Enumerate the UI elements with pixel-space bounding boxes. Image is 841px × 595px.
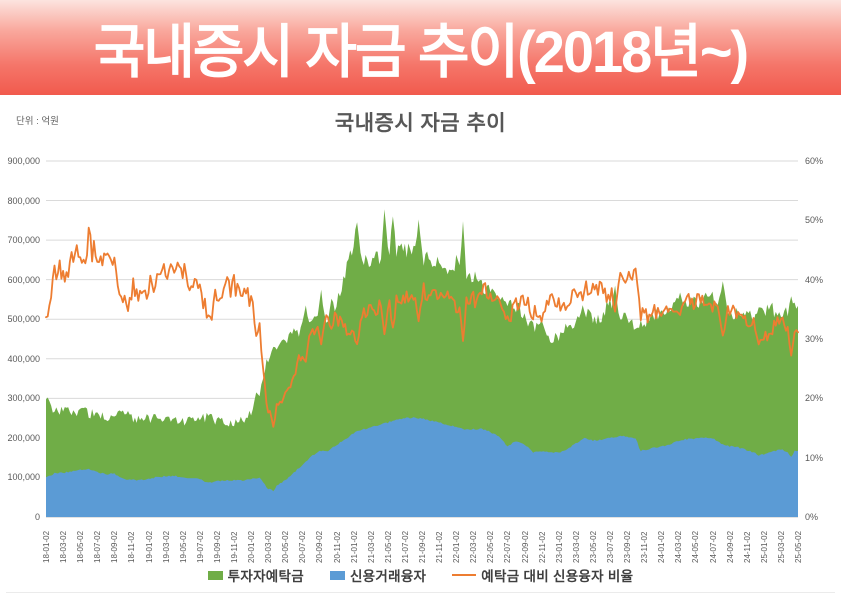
x-tick-label: 24-07-02 — [708, 530, 718, 563]
ratio-legend-label: 예탁금 대비 신용융자 비율 — [481, 569, 634, 584]
x-tick-label: 22-09-02 — [520, 530, 530, 563]
x-tick-label: 21-01-02 — [349, 530, 359, 563]
legend-item-ratio: 예탁금 대비 신용융자 비율 — [452, 565, 633, 585]
x-tick-label: 19-07-02 — [195, 530, 205, 563]
loans-legend-label: 신용거래융자 — [349, 569, 427, 584]
x-tick-label: 18-11-02 — [127, 531, 137, 563]
x-tick-label: 21-07-02 — [400, 530, 410, 563]
x-tick-label: 22-01-02 — [452, 530, 462, 563]
x-tick-label: 20-03-02 — [264, 530, 274, 563]
x-tick-label: 24-03-02 — [674, 530, 684, 563]
ratio-line — [45, 226, 799, 428]
y-right-tick-label: 40% — [805, 274, 824, 285]
legend: 투자자예탁금 신용거래융자 예탁금 대비 신용융자 비율 — [0, 563, 841, 587]
panel-bottom-rule — [6, 592, 835, 593]
x-tick-label: 20-11-02 — [332, 531, 342, 563]
x-tick-label: 20-07-02 — [298, 530, 308, 563]
x-tick-label: 21-09-02 — [418, 530, 427, 563]
y-right-tick-label: 10% — [805, 452, 824, 463]
x-tick-label: 23-01-02 — [554, 530, 564, 563]
x-tick-label: 19-11-02 — [230, 531, 239, 563]
x-tick-label: 24-01-02 — [657, 530, 667, 563]
y-left-tick-label: 100,000 — [7, 472, 40, 483]
y-left-tick-label: 800,000 — [7, 195, 40, 206]
y-left-tick-label: 200,000 — [7, 432, 40, 443]
x-tick-label: 23-11-02 — [640, 531, 650, 563]
y-left-tick-label: 300,000 — [7, 393, 40, 404]
x-tick-label: 21-03-02 — [366, 530, 376, 563]
x-tick-label: 25-03-02 — [776, 530, 786, 563]
y-left-tick-label: 500,000 — [7, 314, 40, 325]
x-tick-label: 22-11-02 — [537, 531, 547, 563]
x-tick-label: 20-01-02 — [247, 530, 257, 563]
chart-panel: 단위 : 억원 국내증시 자금 추이 0 100,000 200,000 300,00… — [0, 95, 841, 595]
x-tick-label: 22-03-02 — [469, 530, 479, 563]
y-right-tick-label: 50% — [805, 215, 824, 226]
y-left-tick-label: 600,000 — [7, 274, 40, 285]
y-left-tick-label: 900,000 — [7, 156, 40, 166]
banner: 국내증시 자금 추이(2018년~) — [0, 0, 841, 95]
loans-swatch — [329, 570, 345, 580]
deposits-legend-label: 투자자예탁금 — [227, 569, 304, 584]
x-tick-label: 19-03-02 — [161, 530, 171, 563]
legend-item-loans: 신용거래융자 — [329, 565, 427, 585]
x-tick-label: 18-09-02 — [110, 530, 120, 563]
x-tick-label: 24-05-02 — [691, 530, 701, 563]
x-tick-label: 19-09-02 — [212, 530, 222, 563]
x-tick-label: 23-05-02 — [588, 530, 598, 563]
y-right-tick-label: 0% — [805, 512, 819, 522]
x-tick-label: 19-05-02 — [178, 530, 188, 563]
y-left-tick-label: 700,000 — [7, 235, 40, 246]
deposits-swatch — [207, 570, 223, 580]
banner-title: 국내증시 자금 추이(2018년~) — [93, 18, 749, 85]
x-tick-label: 18-03-02 — [59, 530, 69, 563]
x-tick-label: 21-11-02 — [435, 531, 445, 563]
ratio-swatch — [452, 573, 477, 577]
loans-area — [46, 417, 798, 517]
x-tick-label: 24-09-02 — [725, 530, 735, 563]
chart-title: 국내증시 자금 추이 — [334, 112, 507, 135]
plot-svg — [45, 160, 799, 518]
unit-label: 단위 : 억원 — [16, 116, 59, 127]
x-tick-label: 20-05-02 — [281, 530, 291, 563]
y-left-tick-label: 0 — [34, 512, 40, 522]
y-right-tick-label: 60% — [805, 156, 824, 166]
x-tick-label: 20-09-02 — [315, 530, 325, 563]
x-tick-label: 18-07-02 — [93, 530, 103, 563]
x-tick-label: 23-03-02 — [571, 530, 581, 563]
x-tick-label: 23-09-02 — [623, 530, 633, 563]
y-left-tick-label: 400,000 — [7, 353, 40, 364]
x-tick-label: 21-05-02 — [383, 530, 393, 563]
x-tick-label: 22-07-02 — [503, 530, 513, 563]
x-tick-label: 24-11-02 — [742, 531, 752, 563]
y-right-tick-label: 20% — [805, 393, 824, 404]
x-tick-label: 22-05-02 — [486, 530, 496, 563]
y-right-tick-label: 30% — [805, 334, 824, 344]
x-tick-label: 18-01-02 — [42, 530, 51, 563]
x-tick-label: 18-05-02 — [76, 530, 86, 563]
legend-item-deposits: 투자자예탁금 — [207, 565, 304, 585]
x-tick-label: 25-01-02 — [759, 530, 769, 563]
x-tick-label: 19-01-02 — [144, 530, 154, 563]
x-tick-label: 25-05-02 — [794, 530, 803, 563]
x-tick-label: 23-07-02 — [606, 530, 615, 563]
